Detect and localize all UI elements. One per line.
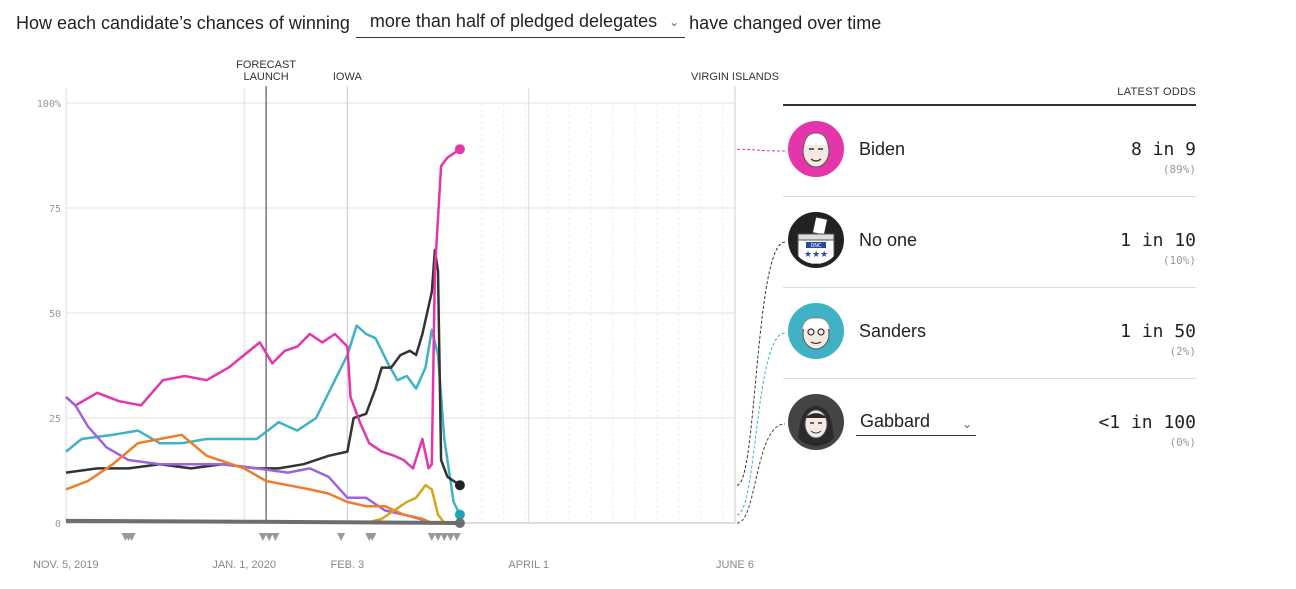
primary-marker-icon <box>452 533 461 541</box>
legend-connector <box>736 241 786 486</box>
legend-row-sanders: Sanders 1 in 50 (2%) <box>783 288 1196 379</box>
y-tick-label: 50 <box>49 309 61 320</box>
candidate-dropdown[interactable]: Gabbard ⌄ <box>856 409 976 436</box>
series-line-buttigieg <box>65 433 433 525</box>
legend-name-no-one: No one <box>859 230 918 250</box>
legend-name-biden: Biden <box>859 139 906 159</box>
primary-marker-icon <box>434 533 443 541</box>
x-tick-label: JAN. 1, 2020 <box>212 559 276 571</box>
y-tick-label: 100% <box>37 99 61 110</box>
legend-pct-no-one: (10%) <box>1162 254 1196 267</box>
biden-portrait-icon <box>788 121 844 177</box>
headline: How each candidate’s chances of winning … <box>16 8 881 38</box>
legend-odds-sanders: 1 in 50 <box>1120 321 1196 342</box>
series-line-biden <box>65 148 461 470</box>
primary-marker-icon <box>127 533 136 541</box>
legend-odds-no-one: 1 in 10 <box>1120 230 1196 251</box>
legend-pct-sanders: (2%) <box>1169 345 1197 358</box>
y-tick-label: 0 <box>55 519 61 530</box>
series-line-no-one <box>65 248 461 487</box>
sanders-portrait-icon <box>788 303 844 359</box>
primary-marker-icon <box>368 533 377 541</box>
latest-odds-header: LATEST ODDS <box>783 86 1196 106</box>
end-dot-gabbard <box>454 518 465 528</box>
legend-connectors <box>736 148 786 524</box>
legend-odds-gabbard: <1 in 100 <box>1098 412 1196 433</box>
legend-connector <box>736 148 786 152</box>
svg-text:★★★: ★★★ <box>804 250 828 260</box>
chevron-down-icon: ⌄ <box>961 417 972 431</box>
end-dot-sanders <box>454 509 465 520</box>
gabbard-portrait-icon <box>788 394 844 450</box>
headline-suffix: have changed over time <box>689 12 882 33</box>
end-dot-no-one <box>454 480 465 491</box>
primary-marker-icon <box>440 533 449 541</box>
headline-prefix: How each candidate’s chances of winning <box>16 12 350 33</box>
series-line-warren <box>65 396 445 525</box>
end-dot-biden <box>454 144 465 155</box>
series-line-gabbard <box>65 518 460 525</box>
primary-marker-icon <box>265 533 274 541</box>
outcome-selector-value: more than half of pledged delegates <box>369 11 658 31</box>
legend-pct-biden: (89%) <box>1162 163 1196 176</box>
legend-name-sanders: Sanders <box>859 321 927 341</box>
legend-name-gabbard: Gabbard <box>860 411 931 431</box>
primary-marker-icon <box>337 533 346 541</box>
legend-odds-biden: 8 in 9 <box>1130 139 1196 160</box>
chart-axes: 0 25 50 75 100% NOV. 5, 2019 JAN. 1, 2020 FEB. … <box>33 99 754 571</box>
outcome-selector[interactable]: more than half of pledged delegates ⌄ <box>355 9 686 38</box>
legend-row-no-one: DNC ★★★ No one 1 in 10 (10%) <box>783 197 1196 288</box>
legend-connector <box>736 332 786 516</box>
primary-marker-icon <box>427 533 436 541</box>
event-label: IOWA <box>333 71 363 83</box>
legend-pct-gabbard: (0%) <box>1169 436 1197 449</box>
ballot-box-label: DNC <box>810 243 822 249</box>
x-tick-label: APRIL 1 <box>508 559 549 571</box>
legend-row-gabbard: Gabbard ⌄ <1 in 100 (0%) <box>783 379 1196 469</box>
event-label: FORECAST <box>236 59 296 71</box>
primary-marker-icon <box>446 533 455 541</box>
x-tick-label: JUNE 6 <box>716 559 754 571</box>
legend-connector <box>736 423 786 524</box>
x-tick-label: NOV. 5, 2019 <box>33 559 99 571</box>
event-label: LAUNCH <box>243 71 288 83</box>
ballot-box-icon: DNC ★★★ <box>788 212 844 268</box>
series-line-bloomberg <box>365 483 446 525</box>
primary-markers <box>121 533 461 541</box>
legend-row-biden: Biden 8 in 9 (89%) <box>783 106 1196 197</box>
chevron-down-icon: ⌄ <box>669 14 680 29</box>
event-label: VIRGIN ISLANDS <box>691 71 779 83</box>
primary-marker-icon <box>271 533 280 541</box>
y-tick-label: 25 <box>49 414 61 425</box>
chart-series <box>65 144 465 528</box>
primary-marker-icon <box>258 533 267 541</box>
y-tick-label: 75 <box>49 204 61 215</box>
x-tick-label: FEB. 3 <box>331 559 365 571</box>
